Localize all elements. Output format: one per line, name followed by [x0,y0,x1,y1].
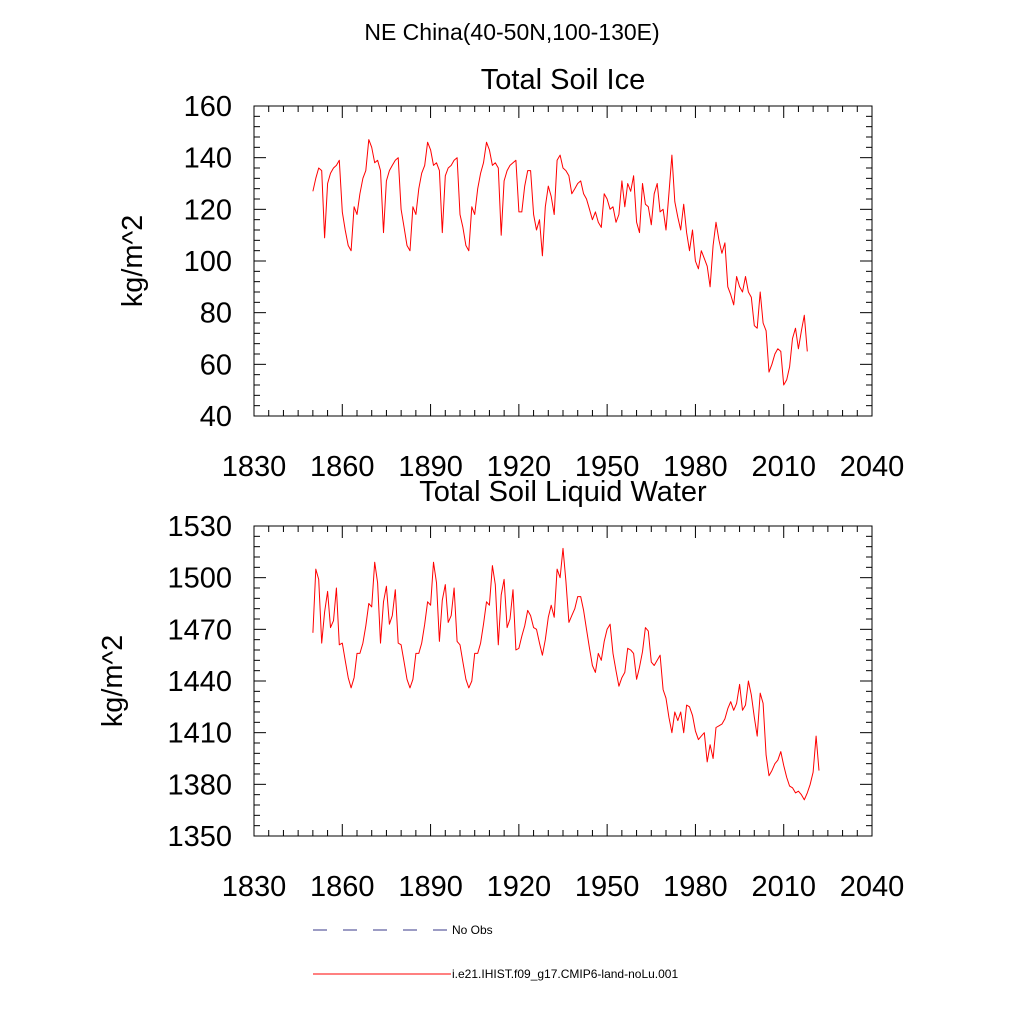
y-tick-label: 1440 [167,666,232,698]
y-tick-label: 140 [184,143,232,175]
x-tick-label: 1890 [398,871,463,903]
x-tick-label: 1830 [222,451,287,483]
y-tick-label: 1530 [167,511,232,543]
y-tick-label: 160 [184,91,232,123]
series-layer [312,139,808,386]
x-tick-label: 1890 [398,451,463,483]
x-tick-label: 1950 [575,871,640,903]
y-tick-label: 1500 [167,563,232,595]
y-axis-label: kg/m^2 [97,635,129,728]
x-tick-label: 1860 [310,871,375,903]
y-tick-label: 100 [184,246,232,278]
y-axis-label: kg/m^2 [117,215,149,308]
x-tick-labels: 1830 1860 1890 1920 1950 1980 2010 2040 [222,871,905,903]
y-tick-label: 1410 [167,718,232,750]
x-tick-label: 2040 [840,871,905,903]
series-line [312,139,808,386]
x-tick-label: 2010 [751,871,816,903]
axes [253,525,873,837]
y-tick-labels: 40 60 80 100 120 140 160 [184,91,232,433]
y-tick-label: 120 [184,194,232,226]
plot-frame [253,525,873,837]
series-layer [312,547,820,801]
y-tick-labels: 1350 1380 1410 1440 1470 1500 1530 [167,511,232,853]
x-tick-label: 1980 [663,451,728,483]
figure-title: NE China(40-50N,100-130E) [364,19,659,45]
x-tick-label: 1860 [310,451,375,483]
x-tick-label: 1950 [575,451,640,483]
panel-total-soil-liquid-water: Total Soil Liquid Water kg/m^2 1830 1860 1… [97,476,904,903]
legend: No Obs i.e21.IHIST.f09_g17.CMIP6-land-no… [313,923,678,981]
panel-title: Total Soil Ice [481,64,645,96]
legend-label-no-obs: No Obs [452,923,493,937]
panel-title: Total Soil Liquid Water [419,476,707,508]
x-tick-labels: 1830 1860 1890 1920 1950 1980 2010 2040 [222,451,905,483]
x-tick-label: 1980 [663,871,728,903]
plot-frame [253,105,873,417]
x-tick-label: 2010 [751,451,816,483]
axes [253,105,873,417]
y-tick-label: 1470 [167,614,232,646]
x-tick-label: 1830 [222,871,287,903]
x-tick-label: 1920 [487,451,552,483]
y-tick-label: 1380 [167,769,232,801]
y-tick-label: 60 [200,349,232,381]
y-tick-label: 40 [200,401,232,433]
legend-label-model: i.e21.IHIST.f09_g17.CMIP6-land-noLu.001 [452,967,678,981]
panel-total-soil-ice: Total Soil Ice kg/m^2 1830 1860 1890 1920 19… [117,64,904,483]
y-tick-label: 80 [200,298,232,330]
y-tick-label: 1350 [167,821,232,853]
x-tick-label: 2040 [840,451,905,483]
x-tick-label: 1920 [487,871,552,903]
series-line [312,547,820,801]
